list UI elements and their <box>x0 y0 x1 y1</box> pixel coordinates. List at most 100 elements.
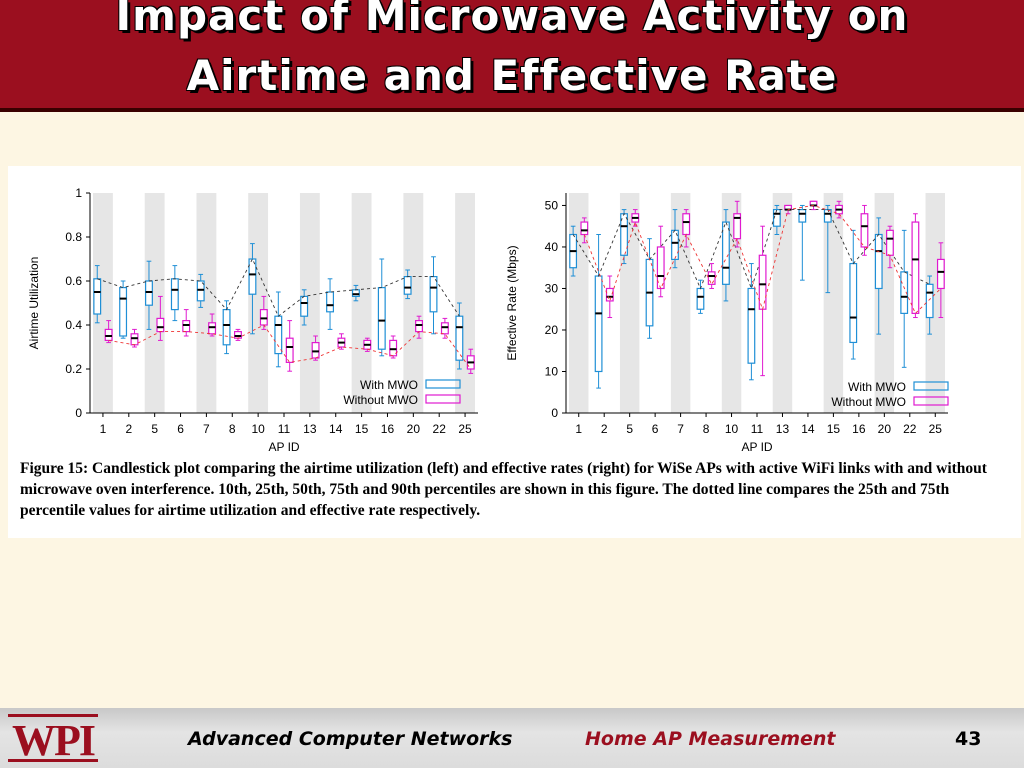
x-tick-label: 11 <box>751 422 764 436</box>
candle-box <box>326 291 335 313</box>
candle-box <box>696 287 705 310</box>
group-stripe <box>144 193 165 413</box>
slide-header: Impact of Microwave Activity on Airtime … <box>0 0 1024 112</box>
y-axis-label: Effective Rate (Mbps) <box>505 245 519 360</box>
page-number: 43 <box>955 728 982 750</box>
x-tick-label: 13 <box>303 422 317 436</box>
airtime-utilization-chart: 00.20.40.60.811 2 5 6 7 8 10 11 13 14 15 16 20 22 25AP… <box>27 186 478 454</box>
y-axis-label: Airtime Utilization <box>27 257 41 350</box>
x-tick-label: 10 <box>725 422 739 436</box>
y-tick-label: 0 <box>75 406 82 420</box>
group-stripe <box>772 193 793 413</box>
x-tick-label: 10 <box>251 422 265 436</box>
candle-box <box>707 271 716 285</box>
percentile-dotted-line <box>572 209 930 290</box>
legend-swatch <box>913 381 949 391</box>
candle-box <box>911 221 920 314</box>
legend-swatch <box>425 394 461 404</box>
x-tick-label: 2 <box>601 422 608 436</box>
candle-box <box>656 246 665 290</box>
candle-box <box>798 209 807 223</box>
candle-box <box>594 275 603 373</box>
candle-box <box>440 322 449 335</box>
candle-box <box>722 221 730 285</box>
x-axis-label: AP ID <box>741 440 772 454</box>
candle-box <box>222 309 231 346</box>
y-tick-label: 0.2 <box>65 362 82 376</box>
candle-box <box>886 229 894 256</box>
candle-box <box>300 295 309 317</box>
y-tick-label: 50 <box>545 198 559 212</box>
x-tick-label: 22 <box>903 422 917 436</box>
legend-label: With MWO <box>360 378 418 392</box>
y-tick-label: 20 <box>545 323 559 337</box>
x-tick-label: 13 <box>776 422 790 436</box>
candle-box <box>455 315 464 361</box>
x-axis-label: AP ID <box>268 440 299 454</box>
candle-box <box>351 289 360 298</box>
x-tick-label: 8 <box>703 422 710 436</box>
candle-box <box>196 280 205 302</box>
candle-box <box>274 315 283 355</box>
candle-box <box>605 287 614 302</box>
candle-box <box>772 209 781 227</box>
x-tick-label: 15 <box>355 422 369 436</box>
candle-box <box>874 233 883 290</box>
legend-swatch <box>425 379 461 389</box>
x-tick-label: 6 <box>177 422 184 436</box>
x-tick-label: 15 <box>827 422 841 436</box>
candle-box <box>936 258 945 290</box>
group-stripe <box>403 193 424 413</box>
candle-box <box>156 317 165 333</box>
x-tick-label: 11 <box>278 422 291 436</box>
candle-box <box>377 286 386 350</box>
x-tick-label: 8 <box>229 422 236 436</box>
candle-box <box>747 287 756 364</box>
group-stripe <box>823 193 844 413</box>
percentile-dotted-line <box>583 204 942 315</box>
x-tick-label: 16 <box>381 422 395 436</box>
candle-box <box>580 221 589 236</box>
candle-box <box>823 209 832 223</box>
legend-label: With MWO <box>848 380 906 394</box>
candle-box <box>860 213 869 248</box>
x-tick-label: 20 <box>878 422 892 436</box>
x-tick-label: 6 <box>652 422 659 436</box>
candle-box <box>682 213 691 236</box>
candle-box <box>145 280 153 306</box>
group-stripe <box>93 193 113 413</box>
x-tick-label: 20 <box>407 422 421 436</box>
group-stripe <box>196 193 217 413</box>
candle-box <box>248 258 257 295</box>
candle-box <box>182 320 191 333</box>
candle-box <box>93 278 102 315</box>
x-tick-label: 16 <box>852 422 866 436</box>
x-tick-label: 5 <box>151 422 158 436</box>
y-tick-label: 30 <box>545 281 559 295</box>
y-tick-label: 0 <box>551 406 558 420</box>
group-stripe <box>925 193 945 413</box>
slide-title-line-2: Airtime and Effective Rate <box>186 51 838 100</box>
figure-caption: Figure 15: Candlestick plot comparing th… <box>20 460 987 519</box>
candle-box <box>925 283 934 319</box>
candle-box <box>233 331 242 339</box>
course-name: Advanced Computer Networks <box>188 728 513 750</box>
x-tick-label: 7 <box>203 422 210 436</box>
candle-box <box>104 328 113 341</box>
slide-title-line-1: Impact of Microwave Activity on <box>115 0 909 40</box>
candle-box <box>311 342 320 359</box>
legend-label: Without MWO <box>343 393 418 407</box>
candle-box <box>130 333 139 346</box>
legend-label: Without MWO <box>831 395 906 409</box>
candle-box <box>403 275 412 295</box>
candle-box <box>119 286 128 337</box>
y-tick-label: 0.6 <box>65 274 82 288</box>
topic-name: Home AP Measurement <box>585 728 836 750</box>
x-tick-label: 7 <box>677 422 684 436</box>
percentile-dotted-line <box>97 257 460 317</box>
y-tick-label: 1 <box>75 186 82 200</box>
x-tick-label: 1 <box>100 422 107 436</box>
candle-box <box>208 322 217 335</box>
candle-box <box>429 275 438 313</box>
y-tick-label: 0.4 <box>65 318 82 332</box>
